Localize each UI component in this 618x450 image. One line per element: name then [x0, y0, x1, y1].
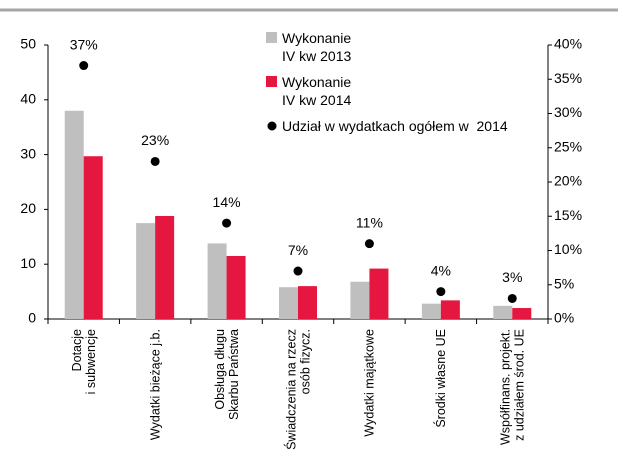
x-tick-label: Skarbu Państwa [227, 329, 241, 420]
bar [64, 110, 84, 319]
y2-tick-label: 40% [554, 36, 582, 52]
share-dot [293, 266, 303, 276]
share-dot [436, 287, 446, 297]
y-tick-label: 20 [20, 200, 36, 216]
legend-label: Wykonanie IV kw 2013 [282, 30, 352, 64]
share-dot [79, 61, 89, 71]
legend-label: Wykonanie IV kw 2014 [282, 74, 352, 108]
y-tick-label: 10 [20, 255, 36, 271]
x-tick-label: Środki własne UE [433, 329, 448, 428]
bar [155, 215, 175, 319]
y2-tick-label: 0% [554, 310, 574, 326]
legend-symbol [266, 32, 277, 43]
share-dot [507, 293, 517, 303]
y2-tick-label: 25% [554, 138, 582, 154]
bar [512, 308, 532, 319]
bar [226, 255, 246, 319]
y2-tick-label: 10% [554, 241, 582, 257]
share-dot [364, 239, 374, 249]
y-tick-label: 0 [28, 310, 36, 326]
y2-tick-label: 15% [554, 207, 582, 223]
bar [493, 305, 513, 319]
y-tick-label: 30 [20, 145, 36, 161]
bar [207, 243, 227, 319]
bar [440, 300, 460, 319]
y2-tick-label: 20% [554, 173, 582, 189]
bar [421, 303, 441, 319]
share-dot [150, 156, 160, 166]
x-tick-label: Wydatki bieżące j.b. [148, 329, 162, 440]
x-tick-label: Świadczenia na rzecz [283, 329, 298, 450]
data-label: 7% [288, 242, 308, 258]
data-label: 23% [141, 132, 169, 148]
x-tick-label: i subwencje [84, 329, 98, 394]
bar [136, 223, 156, 319]
bar [279, 287, 298, 319]
share-dot [222, 218, 232, 228]
x-tick-label: Wydatki majątkowe [363, 329, 377, 437]
x-tick-label: z udziałem środ. UE [513, 329, 527, 441]
y-tick-label: 50 [20, 36, 36, 52]
data-label: 4% [431, 262, 451, 278]
bar [83, 156, 103, 319]
x-tick-label: Współfinans. projekt. [499, 329, 513, 445]
y2-tick-label: 35% [554, 70, 582, 86]
bar [369, 268, 389, 319]
data-label: 3% [502, 269, 522, 285]
y-tick-label: 40 [20, 91, 36, 107]
y2-tick-label: 30% [554, 104, 582, 120]
legend-label: Udział w wydatkach ogółem w 2014 [282, 118, 508, 134]
x-tick-label: osób fizycz. [298, 329, 312, 394]
data-label: 37% [70, 36, 98, 52]
data-label: 11% [356, 214, 383, 230]
x-tick-label: Obsługa długu [213, 329, 227, 410]
bar [298, 286, 317, 319]
y2-tick-label: 5% [554, 275, 574, 291]
legend-symbol [266, 76, 277, 87]
bar [350, 281, 370, 319]
legend-symbol [267, 121, 277, 131]
x-tick-label: Dotacje [70, 329, 84, 371]
data-label: 14% [213, 194, 241, 210]
